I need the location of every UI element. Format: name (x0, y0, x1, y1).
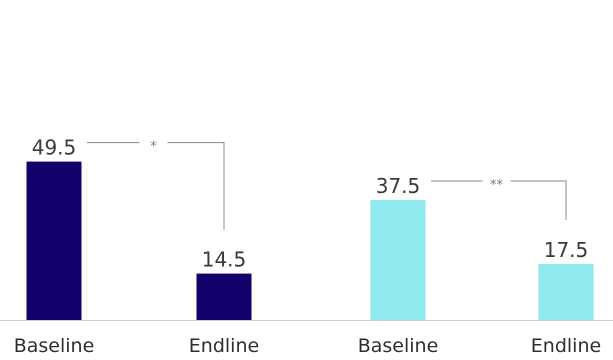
value-labels: 49.5 14.5 37.5 17.5 (32, 136, 589, 272)
category-label-0: Baseline (14, 335, 95, 357)
significance-bracket-1 (431, 180, 567, 220)
significance-label-bg-0 (139, 134, 168, 151)
value-label-2: 37.5 (376, 174, 421, 198)
significance-label-bg-1 (482, 173, 511, 189)
significance-label-1: ** (490, 178, 504, 193)
significance-brackets: *** (87, 134, 567, 230)
category-labels: Baseline Endline Baseline Endline (14, 335, 601, 357)
bar-0 (26, 161, 82, 320)
significance-label-0: * (150, 140, 157, 155)
category-label-2: Baseline (358, 335, 439, 357)
bar-3 (538, 264, 594, 320)
bar-2 (370, 200, 426, 320)
value-label-1: 14.5 (202, 248, 247, 272)
category-label-3: Endline (531, 335, 601, 357)
value-label-3: 17.5 (544, 238, 589, 262)
significance-bracket-0 (87, 142, 225, 230)
bar-1 (196, 273, 252, 320)
value-label-0: 49.5 (32, 136, 77, 160)
bars (26, 161, 594, 320)
category-label-1: Endline (189, 335, 259, 357)
